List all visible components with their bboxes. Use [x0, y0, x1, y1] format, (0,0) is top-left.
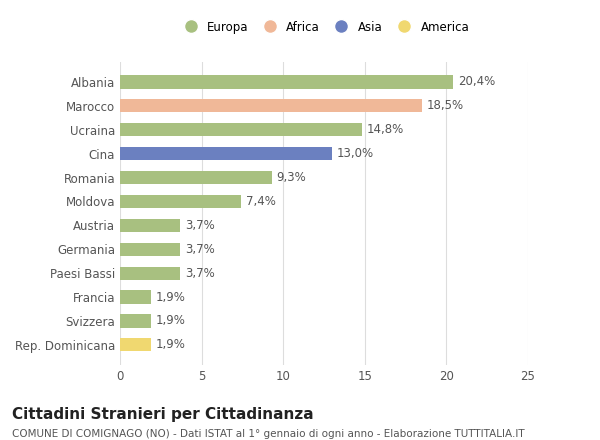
Text: 14,8%: 14,8% [367, 123, 404, 136]
Text: 13,0%: 13,0% [337, 147, 374, 160]
Text: 3,7%: 3,7% [185, 219, 215, 232]
Bar [120, 314, 151, 327]
Bar [120, 243, 181, 256]
Text: 1,9%: 1,9% [156, 315, 186, 327]
Bar [120, 267, 181, 280]
Legend: Europa, Africa, Asia, America: Europa, Africa, Asia, America [174, 16, 474, 38]
Text: 20,4%: 20,4% [458, 76, 495, 88]
Bar [120, 75, 453, 88]
Bar [120, 99, 422, 113]
Bar [120, 171, 272, 184]
Text: 3,7%: 3,7% [185, 267, 215, 280]
Text: Cittadini Stranieri per Cittadinanza: Cittadini Stranieri per Cittadinanza [12, 407, 314, 422]
Text: 1,9%: 1,9% [156, 338, 186, 351]
Text: 3,7%: 3,7% [185, 243, 215, 256]
Text: 1,9%: 1,9% [156, 290, 186, 304]
Bar [120, 338, 151, 352]
Bar [120, 290, 151, 304]
Text: 18,5%: 18,5% [427, 99, 464, 112]
Bar [120, 123, 362, 136]
Text: 9,3%: 9,3% [277, 171, 307, 184]
Bar [120, 219, 181, 232]
Text: 7,4%: 7,4% [245, 195, 275, 208]
Bar [120, 147, 332, 160]
Bar [120, 195, 241, 208]
Text: COMUNE DI COMIGNAGO (NO) - Dati ISTAT al 1° gennaio di ogni anno - Elaborazione : COMUNE DI COMIGNAGO (NO) - Dati ISTAT al… [12, 429, 524, 439]
